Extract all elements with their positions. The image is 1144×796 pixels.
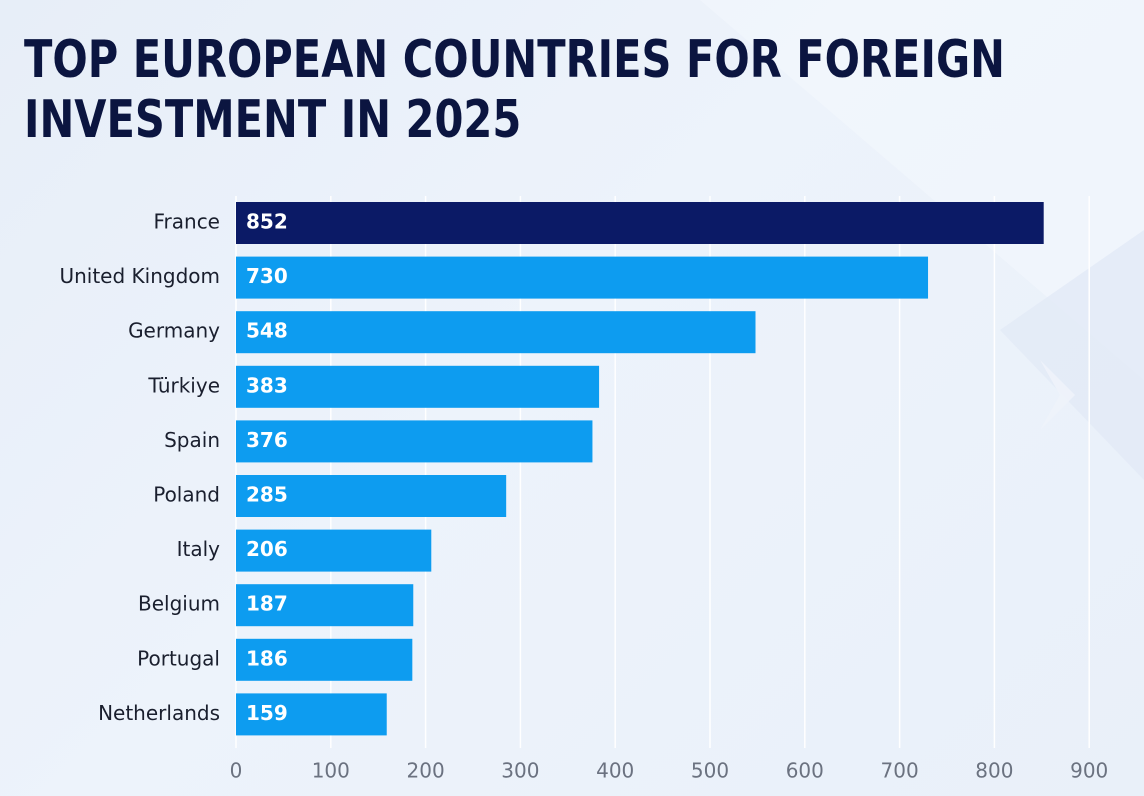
- bar-value-label: 730: [246, 264, 288, 288]
- category-label: Spain: [164, 428, 220, 452]
- bar: [236, 529, 432, 572]
- x-tick-label: 800: [975, 759, 1013, 783]
- bar: [236, 311, 756, 354]
- category-label: Portugal: [137, 646, 220, 670]
- category-label: United Kingdom: [59, 264, 220, 288]
- bar-value-label: 852: [246, 210, 288, 234]
- bar-value-label: 159: [246, 701, 288, 725]
- bar-value-label: 376: [246, 428, 288, 452]
- bars: [236, 202, 1044, 736]
- category-label: Germany: [128, 319, 220, 343]
- x-tick-label: 500: [691, 759, 729, 783]
- category-label: Belgium: [138, 592, 220, 616]
- chart-title-line-2: INVESTMENT IN 2025: [24, 90, 522, 150]
- bar-value-label: 548: [246, 319, 288, 343]
- value-labels: 852 730 548 383 376 285 206 187 186 159: [246, 210, 288, 725]
- bar: [236, 584, 414, 627]
- x-tick-label: 400: [596, 759, 634, 783]
- bar-value-label: 206: [246, 537, 288, 561]
- bar: [236, 256, 929, 299]
- category-label: Netherlands: [98, 701, 220, 725]
- bar-value-label: 285: [246, 483, 288, 507]
- x-tick-label: 100: [312, 759, 350, 783]
- bar: [236, 202, 1044, 244]
- bar-value-label: 383: [246, 373, 288, 397]
- bar-value-label: 186: [246, 646, 288, 670]
- x-tick-label: 200: [407, 759, 445, 783]
- category-label: Türkiye: [147, 373, 220, 397]
- bar: [236, 693, 387, 736]
- x-axis-ticks: 0 100 200 300 400 500 600 700 800 900: [230, 759, 1109, 783]
- x-tick-label: 300: [501, 759, 539, 783]
- x-tick-label: 0: [230, 759, 243, 783]
- x-tick-label: 600: [786, 759, 824, 783]
- category-label: Italy: [177, 537, 221, 561]
- bar: [236, 420, 593, 463]
- x-tick-label: 900: [1070, 759, 1108, 783]
- bar: [236, 475, 507, 517]
- bar-value-label: 187: [246, 592, 288, 616]
- category-label: Poland: [153, 483, 220, 507]
- bar: [236, 365, 600, 408]
- x-tick-label: 700: [881, 759, 919, 783]
- category-labels: France United Kingdom Germany Türkiye Spain P…: [59, 210, 220, 725]
- bar: [236, 638, 413, 681]
- category-label: France: [153, 210, 220, 234]
